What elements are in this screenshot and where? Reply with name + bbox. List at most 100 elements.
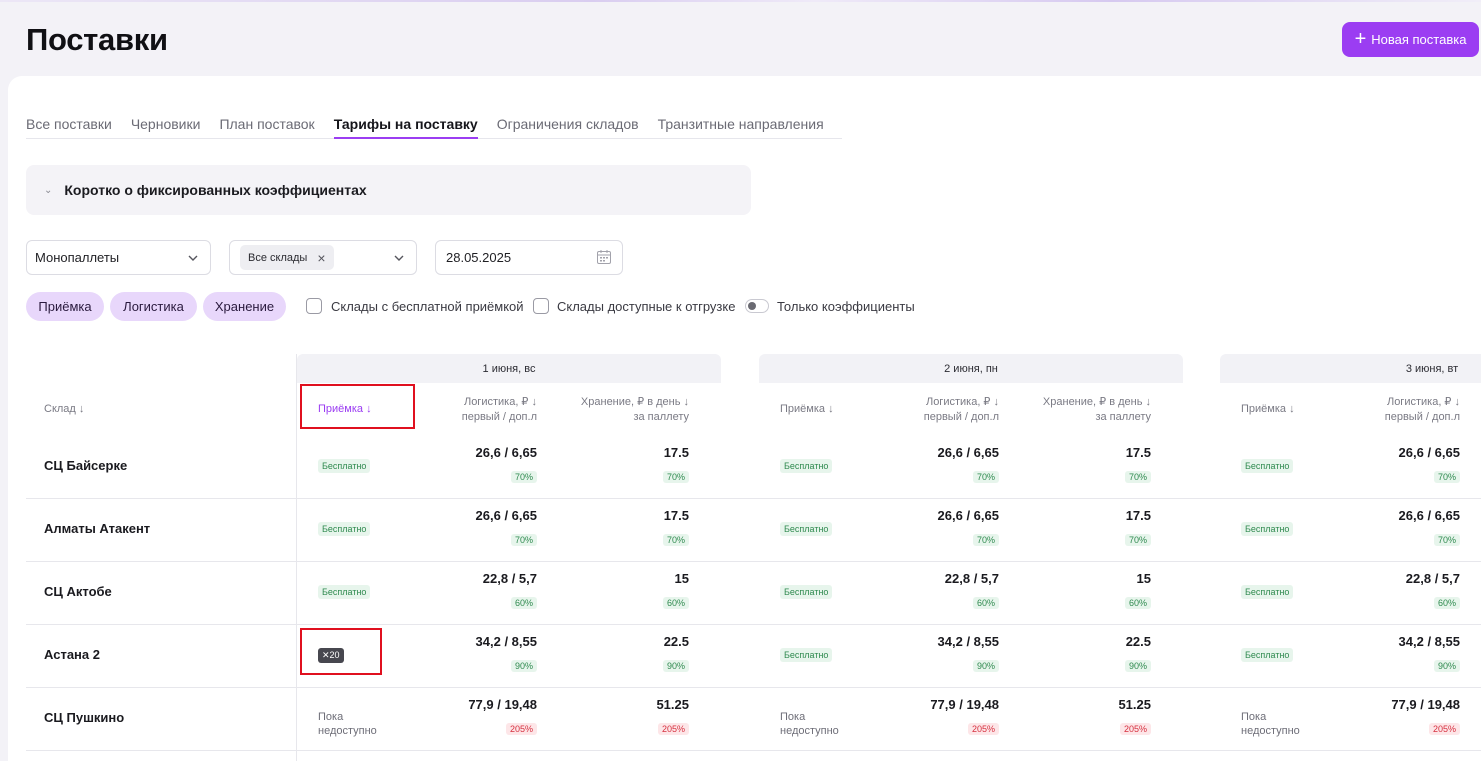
- storage-value: 17.5: [1125, 445, 1151, 460]
- logistics-column-header[interactable]: Логистика, ₽ ↓ первый / доп.л: [407, 395, 537, 425]
- storage-percent-wrap: 205%: [1021, 719, 1151, 737]
- table-divider: [296, 354, 297, 761]
- logistics-value: 26,6 / 6,65: [1398, 445, 1460, 460]
- storage-column-header[interactable]: Хранение, ₽ в день ↓ за паллету: [1021, 395, 1151, 425]
- acceptance-coefficient-badge: ✕20: [318, 648, 344, 663]
- fixed-coefficients-accordion[interactable]: ⌄ Коротко о фиксированных коэффициентах: [26, 165, 751, 215]
- acceptance-free-badge: Бесплатно: [780, 522, 833, 536]
- sort-arrow-icon: ↓: [78, 403, 85, 415]
- new-supply-label: Новая поставка: [1371, 32, 1467, 47]
- day-group: 3 июня, вт Приёмка ↓ Логистика, ₽ ↓ первый …: [1220, 354, 1481, 761]
- logistics-percent-badge: 90%: [1433, 660, 1460, 672]
- day-group: 2 июня, пн Приёмка ↓ Логистика, ₽ ↓ первый …: [759, 354, 1183, 761]
- free-acceptance-label[interactable]: Склады с бесплатной приёмкой: [331, 299, 524, 314]
- tab-all-supplies[interactable]: Все поставки: [26, 116, 112, 132]
- logistics-percent-wrap: 70%: [407, 467, 537, 485]
- sort-arrow-icon: ↓: [1289, 403, 1295, 415]
- storage-percent-badge: 90%: [1124, 660, 1151, 672]
- logistics-header-label-2: первый / доп.л: [1384, 411, 1460, 423]
- acceptance-unavailable: Пока недоступно: [780, 711, 839, 737]
- top-gradient-line: [0, 0, 1481, 2]
- storage-value: 51.25: [1118, 697, 1151, 712]
- acceptance-free-badge: Бесплатно: [780, 648, 833, 662]
- acceptance-column-header[interactable]: Приёмка ↓: [318, 402, 372, 417]
- logistics-value: 26,6 / 6,65: [475, 508, 537, 523]
- storage-percent-wrap: 60%: [1021, 593, 1151, 611]
- logistics-percent-badge: 70%: [972, 534, 999, 546]
- available-shipment-label[interactable]: Склады доступные к отгрузке: [557, 299, 736, 314]
- storage-value: 17.5: [663, 508, 689, 523]
- storage-percent-wrap: 60%: [559, 593, 689, 611]
- sort-arrow-icon: ↓: [1145, 396, 1152, 408]
- logistics-value: 26,6 / 6,65: [1398, 508, 1460, 523]
- acceptance-header-label: Приёмка: [780, 403, 826, 415]
- chevron-down-icon: [188, 255, 198, 261]
- warehouse-name: Астана 2: [44, 647, 100, 662]
- logistics-value: 26,6 / 6,65: [475, 445, 537, 460]
- storage-percent-badge: 205%: [1119, 723, 1151, 735]
- logistics-percent-badge: 205%: [967, 723, 999, 735]
- logistics-percent-badge: 60%: [972, 597, 999, 609]
- logistics-value: 34,2 / 8,55: [1398, 634, 1460, 649]
- new-supply-button[interactable]: + Новая поставка: [1342, 22, 1479, 57]
- logistics-percent-wrap: 205%: [407, 719, 537, 737]
- warehouse-column-header[interactable]: Склад ↓: [44, 403, 84, 415]
- acceptance-header-label: Приёмка: [1241, 403, 1287, 415]
- tab-supply-tariffs[interactable]: Тарифы на поставку: [333, 112, 478, 139]
- sort-arrow-icon: ↓: [1454, 396, 1461, 408]
- acceptance-free-badge: Бесплатно: [318, 459, 371, 473]
- tab-drafts[interactable]: Черновики: [130, 116, 201, 132]
- tab-transit-directions[interactable]: Транзитные направления: [657, 116, 824, 132]
- storage-header-label-2: за паллету: [633, 411, 689, 423]
- logistics-percent-wrap: 205%: [869, 719, 999, 737]
- storage-value: 22.5: [1125, 634, 1151, 649]
- acceptance-free-badge: Бесплатно: [1241, 648, 1294, 662]
- logistics-percent-badge: 205%: [1428, 723, 1460, 735]
- accordion-title: Коротко о фиксированных коэффициентах: [64, 182, 367, 198]
- tab-supply-plan[interactable]: План поставок: [219, 116, 315, 132]
- warehouse-name: СЦ Пушкино: [44, 710, 125, 725]
- day-header: 2 июня, пн: [759, 354, 1183, 383]
- pill-logistics[interactable]: Логистика: [110, 292, 197, 321]
- supply-type-select[interactable]: Монопаллеты: [26, 240, 211, 275]
- date-input[interactable]: [435, 240, 623, 275]
- calendar-icon[interactable]: [596, 249, 612, 265]
- warehouse-name: Алматы Атакент: [44, 521, 151, 536]
- logistics-value: 34,2 / 8,55: [475, 634, 537, 649]
- storage-percent-wrap: 90%: [559, 656, 689, 674]
- warehouse-header-label: Склад: [44, 403, 76, 415]
- storage-header-label-1: Хранение, ₽ в день: [1042, 396, 1143, 408]
- row-separator: [26, 687, 1481, 688]
- logistics-header-label-2: первый / доп.л: [923, 411, 999, 423]
- acceptance-unavailable: Пока недоступно: [1241, 711, 1300, 737]
- logistics-column-header[interactable]: Логистика, ₽ ↓ первый / доп.л: [869, 395, 999, 425]
- day-group: 1 июня, вс Приёмка ↓ Логистика, ₽ ↓ первый …: [297, 354, 721, 761]
- acceptance-column-header[interactable]: Приёмка ↓: [1241, 402, 1295, 417]
- warehouses-chip: Все склады ×: [240, 245, 334, 270]
- storage-percent-wrap: 205%: [559, 719, 689, 737]
- acceptance-free-badge: Бесплатно: [780, 459, 833, 473]
- logistics-percent-badge: 60%: [1433, 597, 1460, 609]
- acceptance-column-header[interactable]: Приёмка ↓: [780, 402, 834, 417]
- available-shipment-checkbox[interactable]: [533, 298, 549, 314]
- day-header: 3 июня, вт: [1220, 354, 1481, 383]
- day-header: 1 июня, вс: [297, 354, 721, 383]
- warehouses-select[interactable]: Все склады ×: [229, 240, 417, 275]
- logistics-header-label-1: Логистика, ₽: [1386, 396, 1452, 408]
- pill-acceptance[interactable]: Приёмка: [26, 292, 104, 321]
- logistics-percent-badge: 70%: [510, 534, 537, 546]
- logistics-value: 26,6 / 6,65: [937, 508, 999, 523]
- close-icon[interactable]: ×: [317, 249, 326, 266]
- logistics-percent-wrap: 70%: [869, 467, 999, 485]
- highlight-box-acceptance-header: [300, 384, 415, 429]
- free-acceptance-checkbox[interactable]: [306, 298, 322, 314]
- only-coefficients-toggle[interactable]: [745, 299, 769, 313]
- tab-warehouse-limits[interactable]: Ограничения складов: [496, 116, 639, 132]
- row-separator: [26, 498, 1481, 499]
- pill-storage[interactable]: Хранение: [203, 292, 286, 321]
- logistics-value: 34,2 / 8,55: [937, 634, 999, 649]
- logistics-column-header[interactable]: Логистика, ₽ ↓ первый / доп.л: [1330, 395, 1460, 425]
- storage-column-header[interactable]: Хранение, ₽ в день ↓ за паллету: [559, 395, 689, 425]
- logistics-percent-wrap: 70%: [869, 530, 999, 548]
- only-coefficients-label[interactable]: Только коэффициенты: [777, 299, 915, 314]
